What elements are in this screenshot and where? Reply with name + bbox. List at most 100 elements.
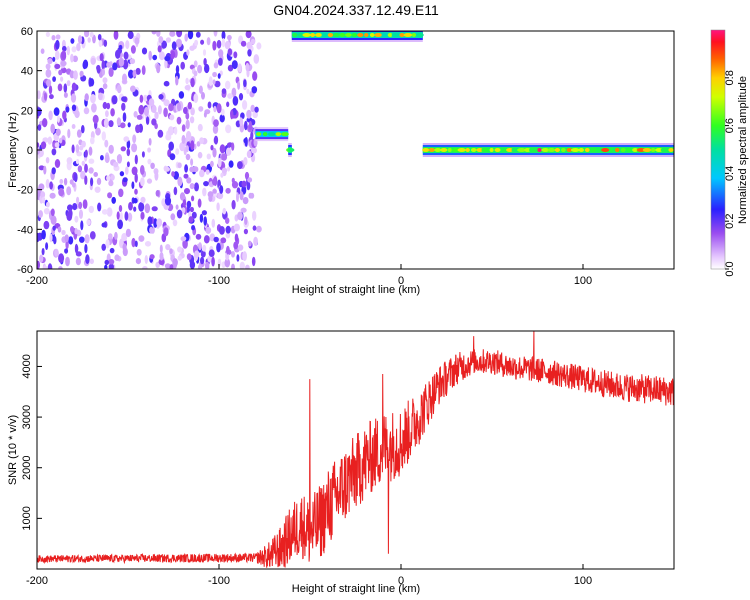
spectrogram-noise-cell (163, 99, 170, 107)
spectrogram-noise-cell (184, 84, 191, 91)
spectrogram-tone-peak (262, 132, 268, 137)
spectrogram-noise-cell (184, 33, 188, 42)
spectrogram-noise-cell (43, 220, 50, 230)
spectrogram-noise-cell (248, 120, 253, 131)
spectrogram-tone-peak (297, 33, 304, 37)
spectrogram-tone-peak (614, 148, 620, 152)
spectrogram-noise-cell (164, 166, 170, 172)
spectrogram-noise-cell (112, 62, 118, 71)
spectrogram-noise-cell (71, 124, 76, 129)
spectrogram-noise-cell (43, 165, 47, 175)
spectrogram-noise-cell (211, 178, 217, 186)
spectrogram-noise-cell (140, 196, 146, 204)
spectrogram-noise-cell (75, 158, 80, 165)
spectrogram-tone-peak (428, 148, 435, 152)
spectrogram-noise-cell (216, 103, 222, 114)
spectrogram-noise-cell (112, 161, 119, 168)
spectrogram-noise-cell (158, 51, 165, 61)
spectrogram-noise-cell (41, 229, 46, 240)
spectrogram-noise-cell (231, 251, 235, 258)
spectrogram-noise-cell (225, 225, 231, 234)
colorbar-ticks: 0.0 0.2 0.4 0.6 0.8 (724, 70, 736, 276)
spectrogram-noise-cell (151, 105, 157, 114)
spectrogram-noise-cell (133, 111, 138, 118)
spectrogram-noise-cell (253, 236, 258, 246)
spectrogram-noise-cell (243, 79, 247, 88)
spectrogram-tone-peak (369, 33, 375, 37)
spectrogram-noise-cell (70, 93, 77, 103)
spectrogram-noise-cell (68, 209, 73, 218)
spectrogram-tone-peak (351, 33, 358, 37)
spectrogram-noise-cell (237, 161, 243, 170)
spectrogram-noise-cell (219, 185, 224, 194)
spectrogram-x-tick-label: -100 (208, 275, 230, 287)
spectrogram-noise-cell (191, 225, 196, 231)
spectrogram-noise-cell (251, 256, 256, 267)
spectrogram-noise-cell (121, 96, 127, 102)
spectrogram-noise-cell (61, 50, 67, 60)
spectrogram-noise-cell (122, 73, 127, 84)
spectrogram-noise-cell (50, 208, 55, 217)
spectrogram-noise-cell (128, 201, 133, 211)
spectrogram-noise-cell (171, 41, 177, 51)
spectrogram-noise-cell (244, 171, 250, 180)
spectrogram-noise-cell (121, 233, 128, 242)
chart-title: GN04.2024.337.12.49.E11 (273, 2, 439, 18)
spectrogram-noise-cell (250, 104, 255, 113)
spectrogram-noise-cell (247, 49, 252, 57)
spectrogram-y-axis-label: Frequency (Hz) (7, 112, 19, 188)
spectrogram-noise-cell (76, 129, 82, 138)
spectrogram-noise-cell (126, 148, 131, 157)
spectrogram-noise-cell (148, 98, 155, 107)
spectrogram-noise-cell (138, 235, 145, 242)
spectrogram-noise-cell (151, 206, 158, 212)
spectrogram-noise-cell (179, 142, 185, 152)
spectrogram-noise-cell (116, 154, 123, 164)
spectrogram-noise-cell (50, 215, 57, 225)
spectrogram-noise-cell (231, 60, 238, 70)
spectrogram-noise-cell (116, 211, 120, 220)
spectrogram-tone-peak (387, 33, 393, 37)
spectrogram-noise-cell (142, 266, 148, 269)
spectrogram-noise-cell (198, 85, 203, 94)
spectrogram-tone-peak (287, 148, 295, 152)
spectrogram-noise-cell (237, 211, 243, 221)
spectrogram-noise-cell (49, 192, 56, 199)
spectrogram-noise-cell (200, 250, 206, 258)
spectrogram-noise-cell (71, 104, 77, 112)
spectrogram-tone-peak (447, 148, 452, 152)
spectrogram-noise-cell (183, 173, 189, 179)
spectrogram-noise-cell (185, 153, 191, 161)
spectrogram-noise-cell (199, 213, 204, 223)
spectrogram-noise-cell (131, 181, 135, 189)
spectrogram-noise-cell (94, 186, 101, 193)
spectrogram-noise-cell (54, 142, 60, 148)
spectrogram-noise-cell (256, 225, 262, 233)
spectrogram-noise-cell (210, 160, 214, 168)
colorbar-label: Normalized spectral amplitude (737, 76, 749, 224)
spectrogram-noise-cell (107, 192, 113, 199)
spectrogram-noise-cell (51, 35, 56, 41)
spectrogram-noise-cell (217, 157, 222, 168)
spectrogram-noise-cell (182, 199, 187, 207)
spectrogram-noise-cell (103, 39, 108, 47)
spectrogram-noise-cell (227, 93, 233, 99)
spectrogram-tone-peak (345, 33, 352, 37)
spectrogram-noise-cell (164, 59, 168, 69)
spectrogram-noise-cell (208, 76, 213, 86)
spectrogram-noise-cell (37, 107, 42, 117)
spectrogram-noise-cell (190, 140, 195, 151)
spectrogram-tone-peak (291, 33, 298, 37)
spectrogram-noise-cell (38, 183, 45, 191)
spectrogram-noise-cell (37, 90, 41, 100)
spectrogram-noise-cell (111, 196, 116, 204)
spectrogram-noise-cell (129, 58, 136, 65)
spectrogram-noise-cell (181, 207, 186, 214)
spectrogram-tone-peak (494, 148, 501, 152)
spectrogram-noise-cell (45, 242, 49, 251)
snr-y-tick-label: 4000 (21, 354, 33, 378)
spectrogram-noise-cell (193, 93, 199, 104)
spectrogram-noise-cell (221, 167, 228, 174)
spectrogram-noise-cell (151, 31, 157, 35)
spectrogram-noise-cell (148, 138, 152, 146)
